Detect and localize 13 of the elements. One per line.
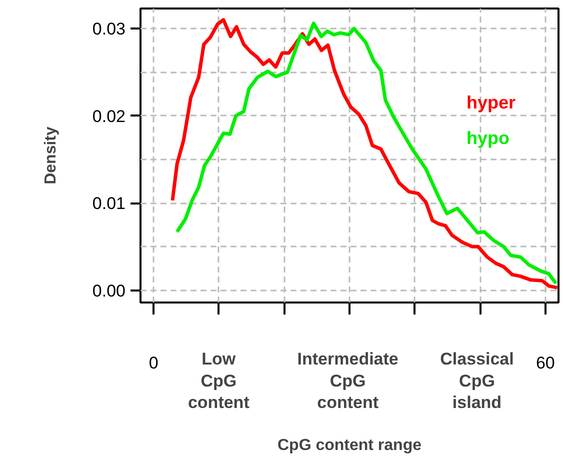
x-axis-title: CpG content range [277, 437, 422, 454]
y-tick-label: 0.03 [92, 20, 126, 39]
text: Intermediate CpG content [297, 350, 398, 412]
x-tick-label: 60 [536, 354, 555, 372]
y-tick-label: 0.00 [92, 281, 126, 300]
text: Low CpG content [188, 350, 250, 412]
y-axis-title: Density [42, 126, 60, 184]
text: Classical CpG island [440, 350, 514, 412]
y-tick-label: 0.02 [92, 106, 126, 126]
x-tick-label: 0 [148, 354, 158, 372]
text: hyper [466, 92, 516, 113]
y-tick-label: 0.01 [92, 194, 126, 214]
text: hypo [466, 128, 510, 148]
